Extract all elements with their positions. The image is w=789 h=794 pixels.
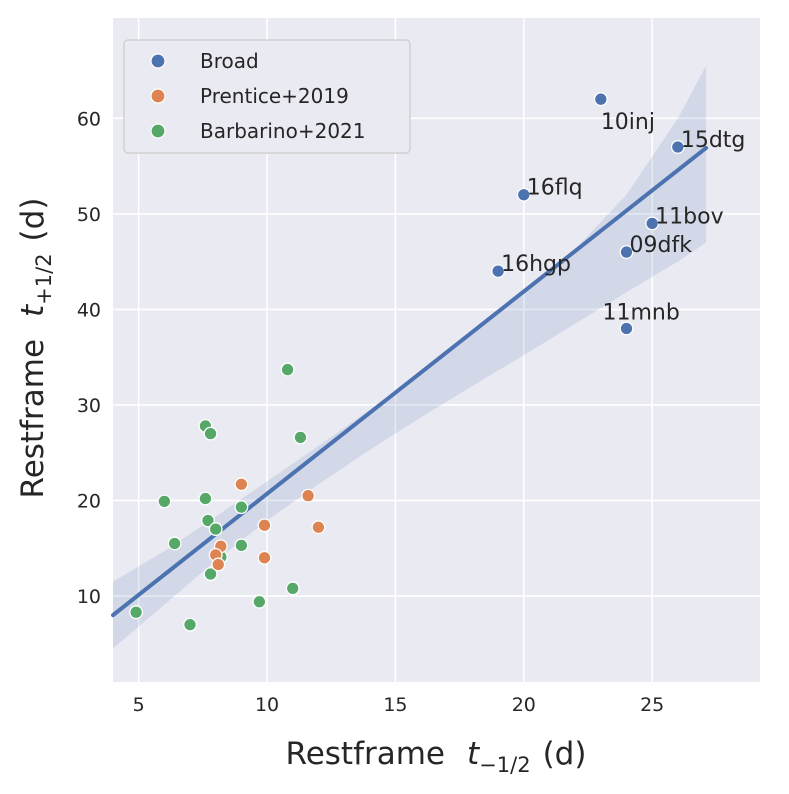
y-axis-label-unit: (d) [15, 198, 51, 242]
legend-label-prentice: Prentice+2019 [200, 84, 349, 108]
y-tick-label: 60 [77, 108, 101, 130]
x-axis-label: Restframe t−1/2 (d) [286, 736, 587, 777]
broad-point [491, 264, 506, 279]
legend-label-broad: Broad [200, 49, 259, 73]
broad-point [593, 92, 608, 107]
x-tick-label: 15 [383, 694, 407, 716]
broad-point [619, 245, 634, 260]
prentice-point [211, 557, 226, 572]
y-axis-label-sub: +1/2 [32, 253, 56, 304]
prentice-point [301, 488, 316, 503]
point-annotations: 10inj 15dtg 16flq 11bov 09dfk 16hgp 11mnb [501, 110, 745, 325]
barbarino-point [252, 594, 267, 609]
barbarino-point [157, 494, 172, 509]
y-axis-label-main: Restframe [15, 339, 51, 498]
x-axis-label-main: Restframe [286, 736, 445, 772]
x-tick-label: 25 [640, 694, 664, 716]
x-tick-label: 5 [133, 694, 145, 716]
tick-labels: 5 10 15 20 25 10 20 30 40 50 60 [77, 108, 664, 716]
legend: Broad Prentice+2019 Barbarino+2021 [123, 39, 411, 154]
point-label-15dtg: 15dtg [681, 128, 746, 153]
legend-marker-prentice [150, 88, 166, 104]
x-axis-label-sub: −1/2 [479, 753, 530, 777]
broad-point [619, 321, 634, 336]
y-tick-label: 50 [77, 204, 101, 226]
y-axis-label-t: t [15, 303, 51, 317]
point-label-16hgp: 16hgp [501, 252, 571, 277]
legend-marker-barbarino [150, 123, 166, 139]
barbarino-point [183, 617, 197, 632]
y-tick-label: 30 [77, 395, 101, 417]
barbarino-point [234, 500, 249, 515]
barbarino-point [280, 362, 295, 377]
y-tick-label: 20 [77, 490, 101, 512]
point-label-10inj: 10inj [601, 110, 655, 135]
barbarino-point [198, 491, 213, 506]
x-tick-label: 20 [512, 694, 536, 716]
point-label-09dfk: 09dfk [629, 233, 692, 258]
barbarino-point [293, 430, 308, 445]
barbarino-point [203, 426, 218, 441]
x-tick-label: 10 [255, 694, 279, 716]
prentice-point [311, 520, 326, 535]
prentice-point [257, 518, 272, 533]
fit-line-layer [111, 145, 709, 618]
barbarino-point [203, 567, 218, 581]
x-axis-label-unit: (d) [543, 736, 587, 772]
legend-marker-broad [150, 53, 166, 69]
point-label-11mnb: 11mnb [602, 301, 679, 326]
prentice-point [257, 550, 272, 565]
prentice-point [234, 477, 249, 492]
broad-point [516, 187, 531, 202]
y-axis-label: Restframe t+1/2 (d) [15, 198, 56, 499]
barbarino-point [208, 522, 223, 537]
point-label-16flq: 16flq [527, 176, 583, 201]
regression-line [111, 145, 709, 618]
barbarino-point [201, 513, 215, 528]
barbarino-point [285, 581, 300, 596]
x-axis-label-t: t [467, 736, 481, 772]
y-tick-label: 10 [77, 586, 101, 608]
legend-label-barbarino: Barbarino+2021 [200, 119, 366, 143]
legend-box [123, 39, 411, 154]
confidence-band [113, 65, 707, 649]
point-label-11bov: 11bov [655, 204, 723, 229]
broad-point [670, 140, 685, 154]
barbarino-point [129, 605, 144, 620]
data-points-layer [129, 92, 685, 632]
barbarino-point [167, 536, 182, 551]
y-tick-label: 40 [77, 299, 101, 321]
confidence-band-layer [113, 65, 707, 649]
barbarino-point [234, 538, 249, 553]
broad-point [645, 216, 660, 231]
